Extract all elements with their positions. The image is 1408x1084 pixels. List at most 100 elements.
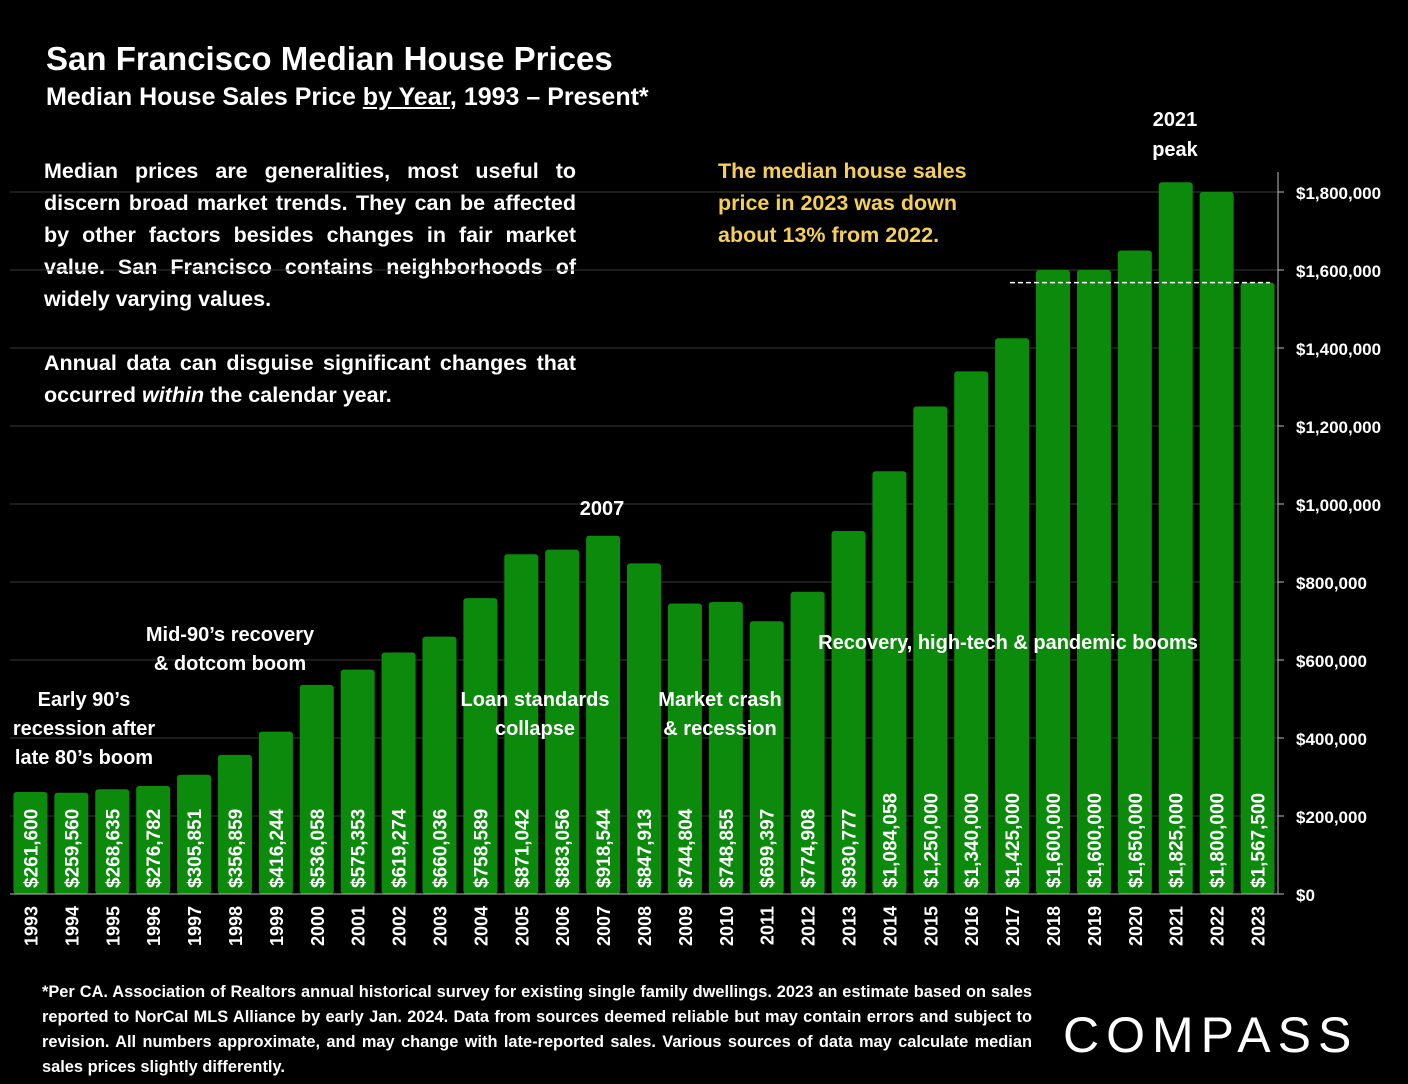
annotation-label: Mid-90’s recovery <box>146 624 315 646</box>
x-tick-label: 2013 <box>840 906 860 946</box>
x-tick-label: 2007 <box>594 906 614 946</box>
value-label: $1,340,000 <box>962 793 983 888</box>
x-tick-label: 2008 <box>635 906 655 946</box>
bar <box>1076 270 1111 894</box>
value-label: $871,042 <box>512 809 533 888</box>
bar <box>1036 270 1071 894</box>
value-label: $748,855 <box>717 808 738 888</box>
bar <box>667 603 702 894</box>
y-tick-label: $1,400,000 <box>1296 340 1381 359</box>
bar <box>790 591 825 894</box>
bar <box>1117 250 1152 894</box>
value-label: $575,353 <box>349 809 370 888</box>
y-tick-label: $800,000 <box>1296 574 1367 593</box>
x-tick-label: 1993 <box>21 906 41 946</box>
bar <box>627 563 661 894</box>
value-label: $1,084,058 <box>880 793 901 888</box>
x-tick-label: 2014 <box>880 906 900 946</box>
value-label: $268,635 <box>103 808 124 888</box>
x-tick-label: 1994 <box>62 906 82 946</box>
value-label: $774,908 <box>799 809 820 888</box>
footnote: *Per CA. Association of Realtors annual … <box>42 983 1032 1076</box>
x-tick-label: 2021 <box>1167 906 1187 946</box>
annotation-label: & recession <box>663 718 776 740</box>
x-tick-label: 2020 <box>1126 906 1146 946</box>
x-tick-label: 2003 <box>430 906 450 946</box>
note-paragraph-1: Median prices are generalities, most use… <box>44 159 576 311</box>
annotation-label: Early 90’s <box>38 689 131 711</box>
value-label: $847,913 <box>635 809 656 888</box>
x-tick-label: 2015 <box>921 906 941 946</box>
annotation-label: recession after <box>13 718 156 740</box>
y-tick-label: $1,600,000 <box>1296 262 1381 281</box>
bar <box>258 731 293 894</box>
bar <box>13 791 48 894</box>
bar <box>913 406 948 894</box>
note-p2-end: the calendar year. <box>204 383 392 407</box>
annotation-label: late 80’s boom <box>15 747 153 769</box>
value-label: $758,589 <box>471 809 492 888</box>
bar <box>831 530 866 894</box>
bar <box>381 652 416 894</box>
bar <box>340 669 375 894</box>
value-label: $883,056 <box>553 809 574 888</box>
value-label: $699,397 <box>758 809 779 888</box>
x-tick-label: 1995 <box>103 906 123 946</box>
value-label: $416,244 <box>267 808 288 888</box>
callout-note: The median house sales price in 2023 was… <box>718 159 967 247</box>
subtitle-prefix: Median House Sales Price <box>46 83 363 111</box>
annotation-label: collapse <box>495 718 575 740</box>
x-tick-label: 2017 <box>1003 906 1023 946</box>
value-label: $1,567,500 <box>1249 793 1270 888</box>
note-p2-start: Annual data can disguise significant cha… <box>44 351 576 407</box>
x-tick-label: 2012 <box>799 906 819 946</box>
x-tick-label: 2010 <box>717 906 737 946</box>
value-label: $1,800,000 <box>1208 793 1229 888</box>
x-tick-label: 2011 <box>758 906 778 945</box>
value-label: $1,600,000 <box>1085 793 1106 888</box>
value-label: $276,782 <box>144 809 165 888</box>
bar <box>177 774 212 894</box>
bar <box>95 789 130 894</box>
x-tick-label: 2001 <box>349 906 369 946</box>
y-tick-label: $400,000 <box>1296 730 1367 749</box>
explanatory-note: Median prices are generalities, most use… <box>44 155 576 443</box>
x-tick-label: 2005 <box>512 906 532 946</box>
bar <box>463 598 498 894</box>
bar <box>422 636 457 894</box>
x-tick-label: 1996 <box>144 906 164 946</box>
value-label: $356,859 <box>226 809 247 888</box>
page-title: San Francisco Median House Prices <box>46 40 613 77</box>
y-tick-label: $1,200,000 <box>1296 418 1381 437</box>
annotation-label: Market crash <box>658 689 781 711</box>
peak-word: peak <box>1152 139 1198 161</box>
bar <box>545 549 580 894</box>
y-tick-label: $1,800,000 <box>1296 184 1381 203</box>
value-label: $660,036 <box>430 809 451 888</box>
x-tick-label: 1999 <box>267 906 287 946</box>
value-label: $259,560 <box>62 809 83 888</box>
note-paragraph-2: Annual data can disguise significant cha… <box>44 347 576 411</box>
x-tick-label: 2006 <box>553 906 573 946</box>
bar <box>872 471 907 894</box>
bar <box>217 754 252 894</box>
subtitle-underlined: by Year <box>362 83 450 111</box>
peak-annotation: 2021 peak <box>1140 105 1210 165</box>
bar <box>954 371 989 894</box>
value-label: $918,544 <box>594 808 615 888</box>
bar <box>708 601 743 894</box>
value-label: $1,650,000 <box>1126 793 1147 888</box>
x-tick-label: 1997 <box>185 906 205 946</box>
x-tick-label: 2016 <box>962 906 982 946</box>
x-tick-label: 2023 <box>1249 906 1269 946</box>
value-label: $1,250,000 <box>921 793 942 888</box>
x-tick-label: 1998 <box>226 906 246 946</box>
value-label: $261,600 <box>21 809 42 888</box>
note-p2-emphasis: within <box>141 383 205 407</box>
bar <box>995 338 1030 894</box>
bar <box>1199 192 1234 894</box>
bar <box>299 684 334 894</box>
annotation-label: & dotcom boom <box>154 653 306 675</box>
page-subtitle: Median House Sales Price by Year, 1993 –… <box>46 83 649 112</box>
bar <box>1240 282 1275 894</box>
